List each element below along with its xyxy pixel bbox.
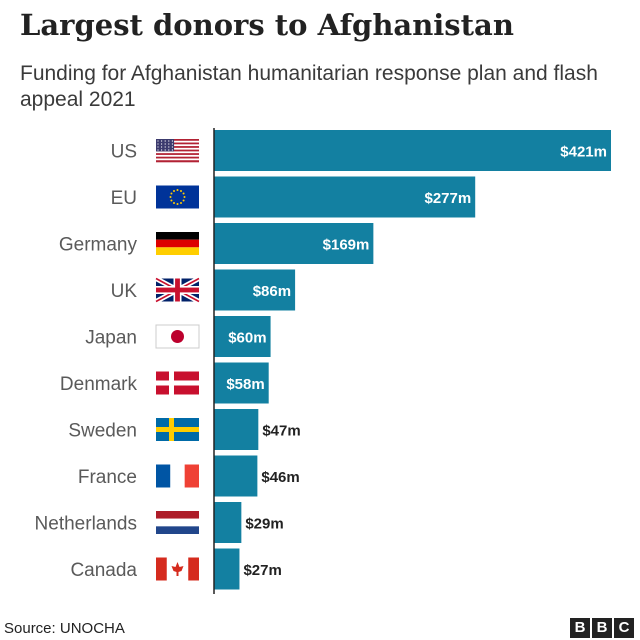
uk-flag-icon xyxy=(154,276,201,304)
germany-flag-icon xyxy=(156,232,199,255)
bar xyxy=(214,269,296,311)
japan-flag-icon xyxy=(155,324,200,349)
category-label: Denmark xyxy=(60,374,138,395)
value-label: $29m xyxy=(245,516,283,533)
bar xyxy=(214,502,242,543)
value-label: $86m xyxy=(253,283,291,300)
value-label: $421m xyxy=(560,144,607,161)
us-flag-icon xyxy=(156,139,199,163)
logo-letter: B xyxy=(570,618,590,638)
bar xyxy=(214,223,374,264)
canada-flag-icon xyxy=(156,557,199,581)
value-label: $277m xyxy=(424,190,471,207)
france-flag-icon xyxy=(156,464,199,488)
denmark-flag-icon xyxy=(156,371,199,395)
category-label: UK xyxy=(111,281,138,302)
bar xyxy=(214,130,611,171)
value-label: $169m xyxy=(323,237,370,254)
category-label: France xyxy=(78,467,137,488)
category-label: Canada xyxy=(70,560,137,581)
logo-letter: C xyxy=(614,618,634,638)
bar xyxy=(214,455,258,497)
category-label: Netherlands xyxy=(35,514,137,535)
bar xyxy=(214,316,271,357)
category-label: Japan xyxy=(85,328,137,349)
category-label: Sweden xyxy=(68,421,137,442)
bar xyxy=(214,176,476,218)
source-note: Source: UNOCHA xyxy=(4,620,125,637)
value-label: $60m xyxy=(228,330,266,347)
value-label: $27m xyxy=(243,562,281,579)
category-label: US xyxy=(111,142,137,163)
sweden-flag-icon xyxy=(156,418,199,441)
chart-title: Largest donors to Afghanistan xyxy=(20,8,514,42)
value-label: $46m xyxy=(261,469,299,486)
value-label: $58m xyxy=(226,376,264,393)
bar xyxy=(214,362,269,404)
netherlands-flag-icon xyxy=(156,511,199,534)
bbc-logo: B B C xyxy=(570,618,634,638)
category-label: Germany xyxy=(59,235,138,256)
logo-letter: B xyxy=(592,618,612,638)
bar xyxy=(214,548,240,590)
category-label: EU xyxy=(111,188,137,209)
value-label: $47m xyxy=(262,423,300,440)
eu-flag-icon xyxy=(156,185,199,209)
chart-subtitle: Funding for Afghanistan humanitarian res… xyxy=(20,62,598,111)
bar xyxy=(214,409,259,450)
